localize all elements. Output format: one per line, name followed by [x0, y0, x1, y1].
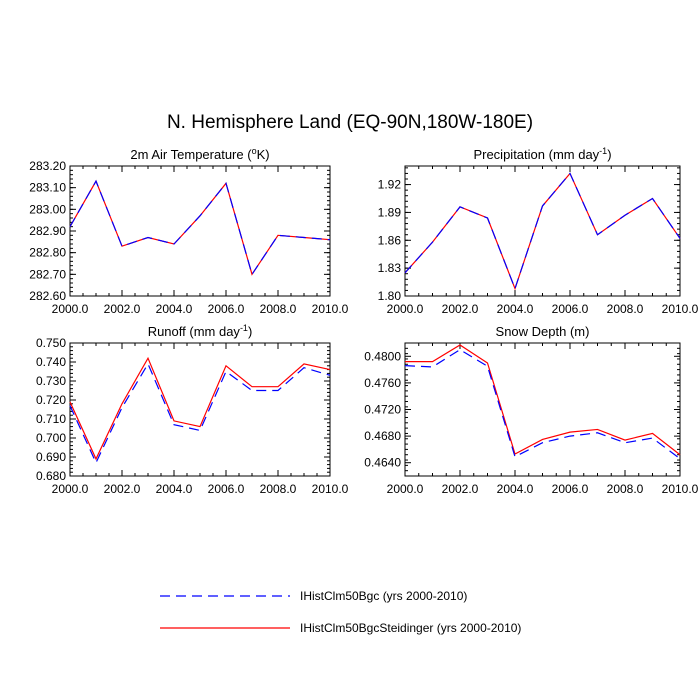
series-line-case2	[69, 179, 331, 276]
y-tick-label: 1.80	[378, 289, 402, 303]
y-tick-label: 0.4760	[364, 376, 401, 390]
chart-panel-3: 0.680 0.690 0.700 0.710 0.720 0.730 0.740 0.750…	[36, 323, 349, 496]
x-tick-label: 2000.0	[387, 302, 424, 316]
series-line-case1	[69, 179, 331, 276]
y-tick-label: 283.00	[29, 202, 66, 216]
y-tick-label: 0.710	[36, 412, 66, 426]
series-line-case1	[69, 362, 331, 465]
plot-frame	[404, 165, 681, 297]
x-tick-label: 2006.0	[552, 482, 589, 496]
x-tick-label: 2002.0	[442, 482, 479, 496]
y-tick-label: 282.90	[29, 224, 66, 238]
x-tick-label: 2004.0	[497, 302, 534, 316]
panel-title: 2m Air Temperature (oK)	[130, 146, 269, 162]
x-tick-label: 2010.0	[312, 482, 349, 496]
x-tick-label: 2000.0	[387, 482, 424, 496]
x-tick-label: 2010.0	[662, 482, 699, 496]
x-tick-label: 2010.0	[312, 302, 349, 316]
y-tick-label: 0.4800	[364, 349, 401, 363]
series-line-case2	[69, 356, 331, 461]
chart-panel-1: 282.60 282.70 282.80 282.90 283.00 283.10 283.…	[29, 146, 348, 316]
x-tick-label: 2004.0	[497, 482, 534, 496]
x-tick-label: 2002.0	[442, 302, 479, 316]
y-tick-label: 282.80	[29, 246, 66, 260]
panel-title: Runoff (mm day-1)	[148, 323, 253, 339]
x-tick-label: 2002.0	[104, 302, 141, 316]
y-tick-label: 0.680	[36, 469, 66, 483]
y-tick-label: 282.70	[29, 267, 66, 281]
x-tick-label: 2004.0	[156, 302, 193, 316]
x-tick-label: 2000.0	[52, 482, 89, 496]
x-tick-label: 2008.0	[260, 482, 297, 496]
y-tick-label: 1.86	[378, 233, 402, 247]
y-tick-label: 0.690	[36, 450, 66, 464]
series-line-case2	[405, 344, 681, 456]
x-tick-label: 2008.0	[607, 302, 644, 316]
y-tick-label: 0.700	[36, 431, 66, 445]
x-tick-label: 2008.0	[260, 302, 297, 316]
series-line-case1	[404, 348, 681, 460]
plot-frame	[69, 342, 331, 477]
panel-title: Precipitation (mm day-1)	[473, 146, 611, 162]
main-title: N. Hemisphere Land (EQ-90N,180W-180E)	[166, 112, 534, 133]
x-tick-label: 2008.0	[607, 482, 644, 496]
y-tick-label: 0.720	[36, 393, 66, 407]
x-tick-label: 2006.0	[208, 482, 245, 496]
y-tick-label: 283.20	[29, 159, 66, 173]
y-tick-label: 0.740	[36, 355, 66, 369]
y-tick-label: 0.750	[36, 336, 66, 350]
x-tick-label: 2006.0	[552, 302, 589, 316]
panel-title: Snow Depth (m)	[496, 324, 590, 339]
y-tick-label: 0.730	[36, 374, 66, 388]
x-tick-label: 2010.0	[662, 302, 699, 316]
x-tick-label: 2002.0	[104, 482, 141, 496]
plot-frame	[69, 165, 331, 297]
x-tick-label: 2000.0	[52, 302, 89, 316]
x-tick-label: 2006.0	[208, 302, 245, 316]
y-tick-label: 0.4720	[364, 403, 401, 417]
series-line-case2	[404, 172, 681, 291]
x-tick-label: 2004.0	[156, 482, 193, 496]
y-tick-label: 283.10	[29, 181, 66, 195]
y-tick-label: 0.4680	[364, 429, 401, 443]
y-tick-label: 1.89	[378, 205, 402, 219]
y-tick-label: 282.60	[29, 289, 66, 303]
y-tick-label: 1.83	[378, 261, 402, 275]
series-line-case1	[404, 172, 681, 291]
chart-panel-4: 0.4640 0.4680 0.4720 0.4760 0.4800 2000.0 2002…	[364, 324, 698, 496]
legend-label-case1: IHistClm50Bgc (yrs 2000-2010)	[300, 589, 468, 603]
chart-panel-2: 1.80 1.83 1.86 1.89 1.92 2000.0 2002.0 2004.0 20…	[378, 146, 699, 316]
legend-label-case2: IHistClm50BgcSteidinger (yrs 2000-2010)	[300, 621, 522, 635]
plot-frame	[404, 342, 681, 477]
y-tick-label: 1.92	[378, 178, 402, 192]
y-tick-label: 0.4640	[364, 456, 401, 470]
